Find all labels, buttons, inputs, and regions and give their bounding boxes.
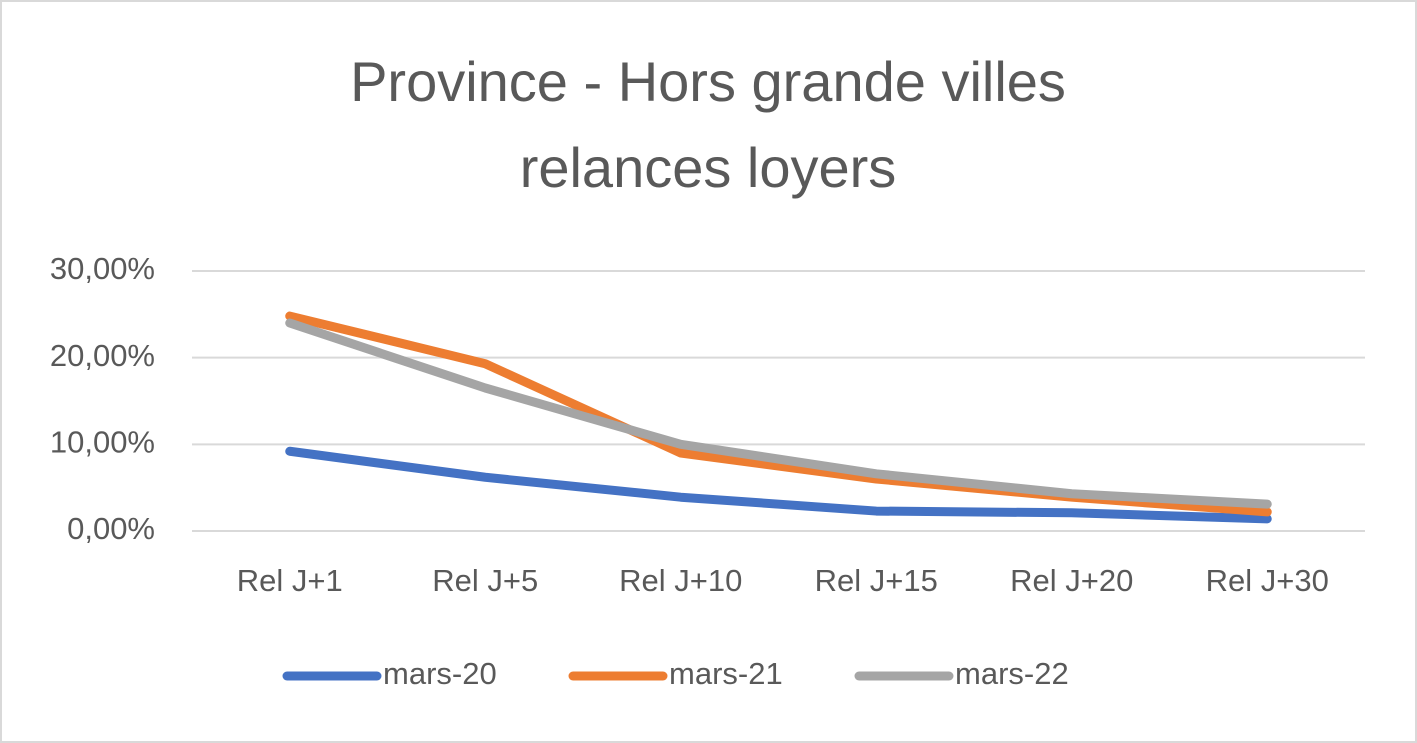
series-line: [285, 318, 1272, 509]
x-tick-label: Rel J+1: [237, 563, 343, 598]
x-tick-label: Rel J+5: [432, 563, 538, 598]
x-tick-label: Rel J+10: [619, 563, 742, 598]
y-tick-label: 30,00%: [50, 251, 155, 286]
series-line: [285, 446, 1272, 524]
x-tick-label: Rel J+30: [1206, 563, 1329, 598]
x-tick-label: Rel J+15: [815, 563, 938, 598]
x-tick-label: Rel J+20: [1010, 563, 1133, 598]
y-tick-label: 20,00%: [50, 338, 155, 373]
legend-label: mars-22: [955, 656, 1069, 691]
legend-label: mars-21: [669, 656, 783, 691]
y-tick-label: 10,00%: [50, 425, 155, 460]
y-tick-label: 0,00%: [67, 511, 155, 546]
chart-title: relances loyers: [520, 136, 897, 199]
legend-label: mars-20: [383, 656, 497, 691]
chart-title: Province - Hors grande villes: [350, 50, 1066, 113]
